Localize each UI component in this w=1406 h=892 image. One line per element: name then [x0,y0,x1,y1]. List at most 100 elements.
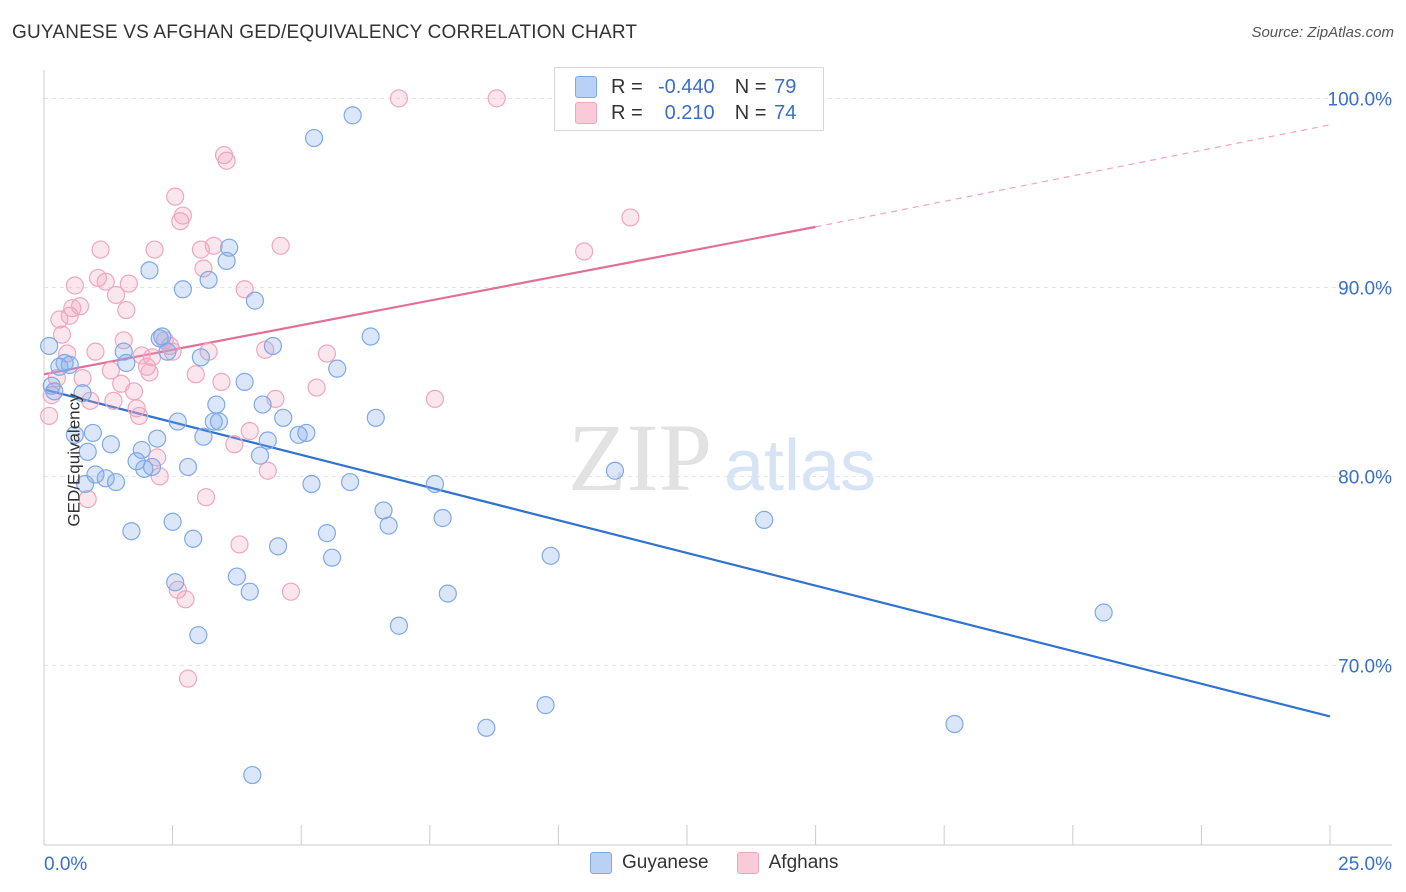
afghans-point [166,187,185,206]
guyanese-point [140,261,159,280]
guyanese-trend-line [43,388,1331,718]
guyanese-point [240,582,259,601]
guyanese-point [168,412,187,431]
tick-labels: 70.0% 80.0% 90.0% 100.0% 0.0% 25.0% [44,89,1392,875]
afghans-point [194,259,213,278]
afghans-point [235,280,254,299]
afghans-point [176,590,195,609]
x-tick-label: 25.0% [1338,854,1392,875]
legend-label-guyanese: Guyanese [622,852,709,873]
trend-lines [43,124,1331,718]
r-label: R = [611,75,643,98]
guyanese-point [40,336,59,356]
afghans-point [163,342,182,361]
guyanese-point [297,423,316,443]
afghans-point [148,448,167,467]
guyanese-point [184,529,203,548]
afghans-point [575,242,594,261]
guyanese-point [45,382,64,401]
guyanese-point [541,546,560,565]
afghans-point [621,208,640,227]
guyanese-point [60,355,79,374]
guyanese-point [163,512,182,531]
guyanese-point [166,573,185,592]
source-label: Source: ZipAtlas.com [1251,24,1394,41]
afghans-swatch [575,102,597,124]
afghans-points [40,89,640,688]
afghans-point [230,535,249,554]
guyanese-point [199,270,218,289]
afghans-point [140,363,159,382]
afghans-point [73,369,92,388]
y-tick-label: 90.0% [1338,278,1392,299]
guyanese-point [227,567,246,586]
guyanese-point [433,508,452,528]
guyanese-point [477,718,496,737]
afghans-point [258,461,277,480]
r-value-afghans: 0.210 [664,101,715,124]
afghans-point [271,236,290,255]
afghans-trend-extension [815,124,1331,228]
afghans-point [307,378,326,397]
afghans-point [40,406,59,426]
afghans-point [142,348,162,367]
afghans-point [130,406,149,426]
afghans-point [212,372,231,391]
afghans-point [425,389,445,409]
afghans-point [96,272,115,291]
afghans-point [86,342,105,361]
guyanese-point [142,457,162,477]
guyanese-point [302,474,321,494]
guyanese-point [209,412,228,431]
afghans-point [389,89,409,108]
chart-title: GUYANESE VS AFGHAN GED/EQUIVALENCY CORRE… [12,22,638,43]
guyanese-point [1094,603,1113,622]
guyanese-point [73,384,92,403]
guyanese-point [153,327,172,346]
guyanese-point [83,423,102,443]
afghans-point [204,236,223,255]
guyanese-point [117,353,136,373]
guyanese-point [274,408,293,427]
afghans-point [225,435,244,454]
legend-item-guyanese[interactable]: Guyanese [590,852,709,874]
watermark: ZIP atlas [568,404,876,511]
series-legend: Guyanese Afghans [590,852,866,874]
guyanese-point [78,442,97,461]
guyanese-point [178,457,198,477]
guyanese-point [86,465,105,484]
n-value-guyanese: 79 [774,75,797,98]
guyanese-point [536,696,555,715]
legend-row-afghans: R = 0.210 N = 74 [575,101,796,125]
r-label: R = [611,101,643,124]
guyanese-point [96,469,115,488]
afghans-point [150,467,169,486]
afghans-point [101,361,120,380]
guyanese-point [250,446,270,465]
guyanese-point [217,251,236,271]
guyanese-point [389,616,409,635]
y-axis-label: GED/Equivalency [64,393,84,527]
guyanese-point [173,280,192,299]
guyanese-point [328,359,347,378]
afghans-point [106,285,126,305]
afghans-point [173,206,192,225]
afghans-point [81,391,100,410]
guyanese-point [304,128,324,148]
guyanese-point [322,548,342,567]
guyanese-point [207,395,226,414]
guyanese-point [945,714,964,734]
afghans-point [196,488,216,507]
axes [43,70,1392,846]
guyanese-point [122,522,141,541]
afghans-point [186,365,205,384]
guyanese-point [245,291,265,310]
afghans-point [91,240,110,259]
grid-lines [44,97,1392,666]
afghans-point [119,274,138,293]
guyanese-point [343,106,362,125]
legend-item-afghans[interactable]: Afghans [736,852,838,874]
guyanese-point [106,472,126,492]
guyanese-point [148,429,167,448]
